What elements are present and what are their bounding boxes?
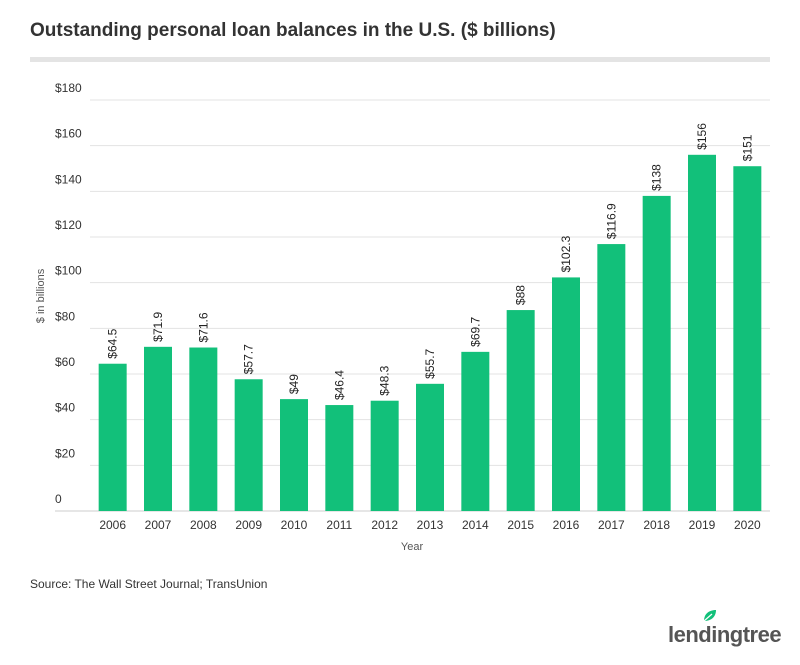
- y-tick-label: $60: [55, 355, 75, 369]
- bar: [552, 277, 580, 511]
- data-label: $57.7: [242, 344, 256, 374]
- x-tick-label: 2006: [99, 518, 126, 532]
- x-tick-label: 2008: [190, 518, 217, 532]
- data-label: $71.6: [196, 312, 210, 342]
- y-tick-label: $40: [55, 401, 75, 415]
- bar: [189, 347, 218, 511]
- bar-chart: 0 $20 $40 $60 $80 $100 $120 $140 $160 $180 $ in bi…: [35, 81, 770, 553]
- x-tick-label: 2016: [553, 518, 580, 532]
- data-label: $49: [287, 374, 301, 394]
- x-tick-label: 2013: [417, 518, 444, 532]
- bar: [98, 363, 127, 511]
- y-axis-title: $ in billions: [35, 268, 47, 323]
- bar: [144, 346, 172, 511]
- y-tick-label: $160: [55, 127, 82, 141]
- bar: [370, 400, 399, 511]
- y-tick-label: 0: [55, 492, 62, 506]
- x-tick-label: 2007: [145, 518, 172, 532]
- y-tick-label: $140: [55, 172, 82, 186]
- x-tick-label: 2012: [371, 518, 398, 532]
- leaf-icon: [703, 610, 716, 622]
- y-tick-label: $120: [55, 218, 82, 232]
- bar: [234, 379, 263, 511]
- x-axis-title: Year: [401, 541, 424, 553]
- data-label: $46.4: [332, 370, 346, 400]
- data-label: $69.7: [468, 316, 482, 346]
- data-label: $156: [695, 123, 709, 150]
- chart-title: Outstanding personal loan balances in th…: [30, 20, 556, 41]
- bar: [688, 154, 716, 512]
- bar: [733, 166, 762, 511]
- x-tick-label: 2020: [734, 518, 761, 532]
- y-tick-label: $180: [55, 81, 82, 95]
- bar: [416, 383, 444, 511]
- data-label: $48.3: [378, 365, 392, 395]
- x-tick-label: 2011: [326, 518, 352, 532]
- x-tick-label: 2014: [462, 518, 489, 532]
- bar: [642, 195, 671, 511]
- bar: [325, 405, 354, 511]
- data-label: $138: [650, 164, 664, 191]
- x-tick-label: 2019: [689, 518, 716, 532]
- bar: [597, 244, 626, 511]
- x-tick-label: 2018: [643, 518, 670, 532]
- logo-text: lendingtree: [668, 622, 782, 647]
- y-tick-label: $20: [55, 446, 75, 460]
- x-tick-label: 2010: [281, 518, 308, 532]
- bar: [461, 351, 490, 511]
- lendingtree-logo: lendingtree: [668, 610, 782, 648]
- bar: [280, 399, 308, 511]
- data-label: $116.9: [604, 203, 618, 239]
- y-tick-label: $100: [55, 264, 82, 278]
- data-label: $102.3: [559, 235, 573, 272]
- data-label: $71.9: [151, 311, 165, 341]
- x-tick-label: 2009: [235, 518, 262, 532]
- title-divider: [30, 57, 770, 62]
- source-note: Source: The Wall Street Journal; TransUn…: [30, 577, 268, 591]
- data-label: $151: [740, 134, 754, 161]
- data-label: $88: [514, 285, 528, 305]
- bar: [506, 310, 535, 511]
- x-tick-label: 2017: [598, 518, 625, 532]
- x-tick-label: 2015: [507, 518, 534, 532]
- data-label: $64.5: [106, 328, 120, 358]
- y-tick-label: $80: [55, 309, 75, 323]
- data-label: $55.7: [423, 348, 437, 378]
